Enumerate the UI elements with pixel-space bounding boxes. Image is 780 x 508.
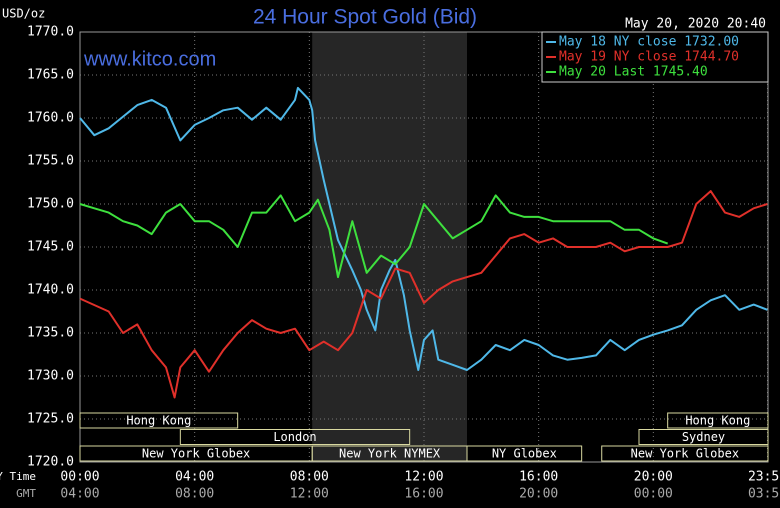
session-label: New York NYMEX: [339, 447, 441, 461]
session-label: NY Globex: [492, 447, 557, 461]
session-label: Hong Kong: [685, 414, 750, 428]
series-line: [79, 194, 669, 279]
session-label: Sydney: [682, 430, 725, 444]
series-line: [79, 190, 768, 399]
y-axis-label: USD/oz: [2, 7, 45, 21]
session-bar: [179, 429, 411, 445]
watermark: www.kitco.com: [83, 48, 216, 70]
legend-label: May 20 Last 1745.40: [559, 65, 708, 80]
x-tick-label: 08:00: [290, 470, 329, 485]
x-tick-label: 04:00: [175, 470, 214, 485]
legend-label: May 19 NY close 1744.70: [559, 50, 739, 65]
session-bar: [466, 445, 583, 462]
series-line: [79, 86, 768, 371]
y-tick-label: 1770.0: [27, 25, 74, 40]
x2-tick-label: 00:00: [634, 487, 673, 502]
y-tick-label: 1750.0: [27, 197, 74, 212]
session-bar: [601, 445, 769, 462]
chart-title: 24 Hour Spot Gold (Bid): [253, 6, 477, 29]
x2-axis-label: GMT: [16, 487, 36, 500]
x-tick-label: 12:00: [404, 470, 443, 485]
legend-box: [541, 31, 769, 83]
x2-tick-label: 12:00: [290, 487, 329, 502]
x2-tick-label: 16:00: [404, 487, 443, 502]
session-shade: [312, 32, 467, 462]
session-label: New York Globex: [142, 447, 250, 461]
legend-label: May 18 NY close 1732.00: [559, 35, 739, 50]
plot-frame: [79, 31, 769, 463]
session-label: Hong Kong: [126, 414, 191, 428]
x2-tick-label: 08:00: [175, 487, 214, 502]
y-tick-label: 1755.0: [27, 154, 74, 169]
session-label: London: [273, 430, 316, 444]
x-tick-label: 00:00: [60, 470, 99, 485]
y-tick-label: 1740.0: [27, 283, 74, 298]
y-tick-label: 1720.0: [27, 455, 74, 470]
session-label: New York Globex: [631, 447, 739, 461]
y-tick-label: 1745.0: [27, 240, 74, 255]
x-tick-label: 20:00: [634, 470, 673, 485]
y-tick-label: 1730.0: [27, 369, 74, 384]
session-bar: [638, 429, 769, 445]
y-tick-label: 1765.0: [27, 68, 74, 83]
y-tick-label: 1735.0: [27, 326, 74, 341]
timestamp: May 20, 2020 20:40: [625, 17, 766, 32]
x2-tick-label: 04:00: [60, 487, 99, 502]
x-axis-label: NY Time: [0, 470, 36, 483]
session-bar: [79, 412, 239, 429]
y-tick-label: 1725.0: [27, 412, 74, 427]
session-bar: [667, 412, 769, 429]
x-tick-label: 16:00: [519, 470, 558, 485]
x-tick-label: 23:59: [748, 470, 780, 485]
y-tick-label: 1760.0: [27, 111, 74, 126]
x2-tick-label: 20:00: [519, 487, 558, 502]
x2-tick-label: 03:59: [748, 487, 780, 502]
